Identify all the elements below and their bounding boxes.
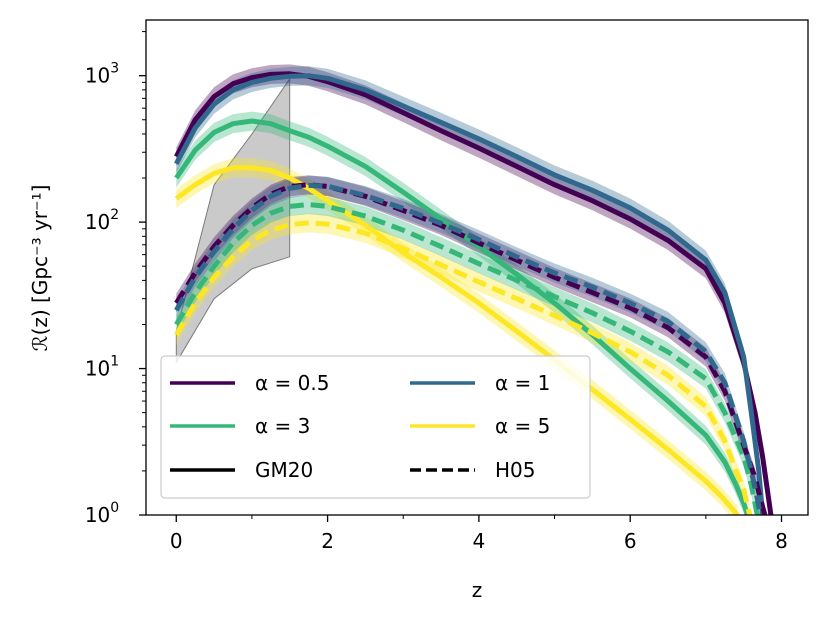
legend: α = 0.5 α = 1 α = 3 α = 5 GM20 H05 <box>160 355 591 499</box>
series-layer <box>174 64 774 515</box>
legend-box <box>160 355 591 499</box>
x-tick-label: 6 <box>624 529 637 553</box>
legend-label: α = 3 <box>255 414 310 438</box>
y-axis: 100 101 102 103 <box>85 31 146 527</box>
series-band-gm20-alpha-0-5 <box>176 64 771 515</box>
legend-label: H05 <box>495 458 536 482</box>
x-tick-label: 4 <box>473 529 486 553</box>
legend-label: α = 0.5 <box>255 371 329 395</box>
series-band-h05-alpha-1 <box>176 176 761 515</box>
y-tick-label: 101 <box>85 354 119 381</box>
x-axis-label: z <box>472 578 483 602</box>
y-tick-label: 100 <box>85 500 119 527</box>
series-line-h05-alpha-5 <box>174 220 753 515</box>
legend-label: α = 5 <box>495 414 550 438</box>
y-tick-label: 103 <box>85 61 119 88</box>
x-axis: 0 2 4 6 8 <box>170 515 788 553</box>
series-band-h05-alpha-3 <box>176 195 758 515</box>
x-tick-label: 0 <box>170 529 183 553</box>
legend-label: GM20 <box>255 458 313 482</box>
series-line-gm20-alpha-5 <box>174 165 740 515</box>
series-line-h05-alpha-3 <box>174 202 760 515</box>
plot-frame <box>145 19 809 516</box>
legend-label: α = 1 <box>495 371 550 395</box>
y-tick-label: 102 <box>85 207 119 234</box>
series-line-h05-alpha-1 <box>174 182 763 515</box>
y-axis-label: ℛ(z) [Gpc⁻³ yr⁻¹] <box>28 185 52 352</box>
series-line-gm20-alpha-1 <box>174 73 766 515</box>
x-tick-label: 2 <box>321 529 334 553</box>
x-tick-label: 8 <box>775 529 788 553</box>
series-line-gm20-alpha-3 <box>174 118 750 515</box>
